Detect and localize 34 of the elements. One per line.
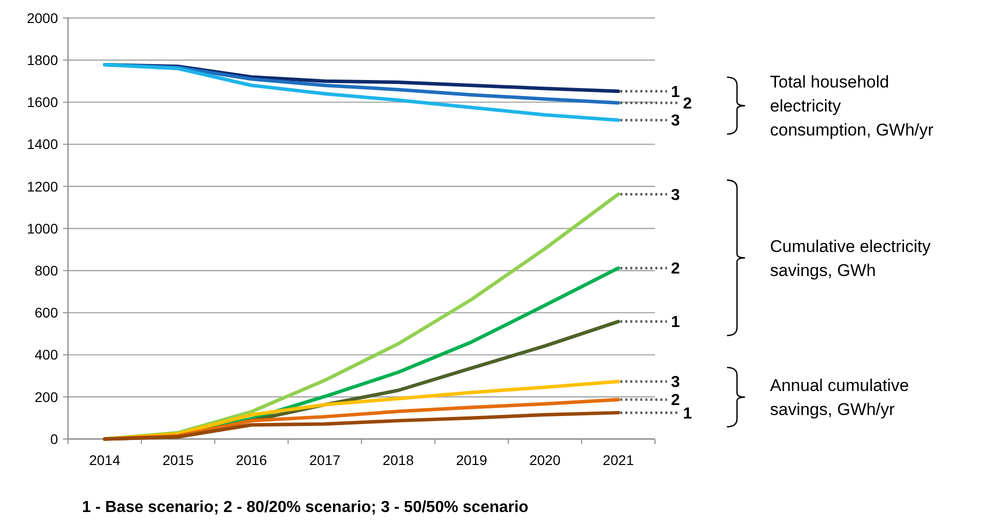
text: 2 [671, 392, 680, 410]
text: 1 [671, 84, 680, 101]
text: Cumulative electricity savings, GWh [770, 236, 932, 280]
y-tick-label: 400 [34, 346, 58, 363]
y-tick-label: 1800 [26, 52, 58, 68]
y-tick-label: 2000 [26, 10, 58, 26]
x-tick-label: 2019 [456, 452, 488, 468]
x-tick-label: 2021 [602, 452, 634, 468]
text: 1 - Base scenario; 2 - 80/20% scenario; 3 - 50/50% scenario [82, 499, 529, 516]
y-tick-label: 800 [34, 262, 58, 278]
text: 3 [671, 186, 680, 204]
x-tick-label: 2018 [382, 452, 414, 468]
y-tick-label: 200 [34, 388, 58, 405]
text: 3 [671, 112, 680, 130]
y-tick-label: 1600 [26, 94, 58, 110]
line-series [102, 410, 620, 441]
y-tick-label: 1200 [26, 178, 58, 194]
text: 2 [683, 95, 692, 112]
x-tick-label: 2016 [236, 452, 268, 468]
text: 2 [671, 260, 680, 278]
y-tick-label: 0 [50, 430, 58, 447]
y-tick-label: 1000 [26, 220, 58, 236]
text: 3 [671, 374, 680, 392]
x-tick-label: 2014 [89, 452, 120, 468]
x-tick-label: 2017 [309, 452, 341, 468]
text: Annual cumulative savings, GWh/yr [770, 376, 909, 420]
text: 1 [683, 405, 692, 422]
y-tick-label: 600 [34, 304, 58, 321]
x-tick-label: 2015 [162, 452, 194, 468]
x-tick-label: 2020 [529, 452, 561, 468]
text: 1 [671, 314, 680, 332]
text: Total household electricity consumption, GWh/yr [770, 72, 934, 140]
line-series [102, 62, 620, 122]
y-tick-label: 1400 [26, 136, 58, 152]
